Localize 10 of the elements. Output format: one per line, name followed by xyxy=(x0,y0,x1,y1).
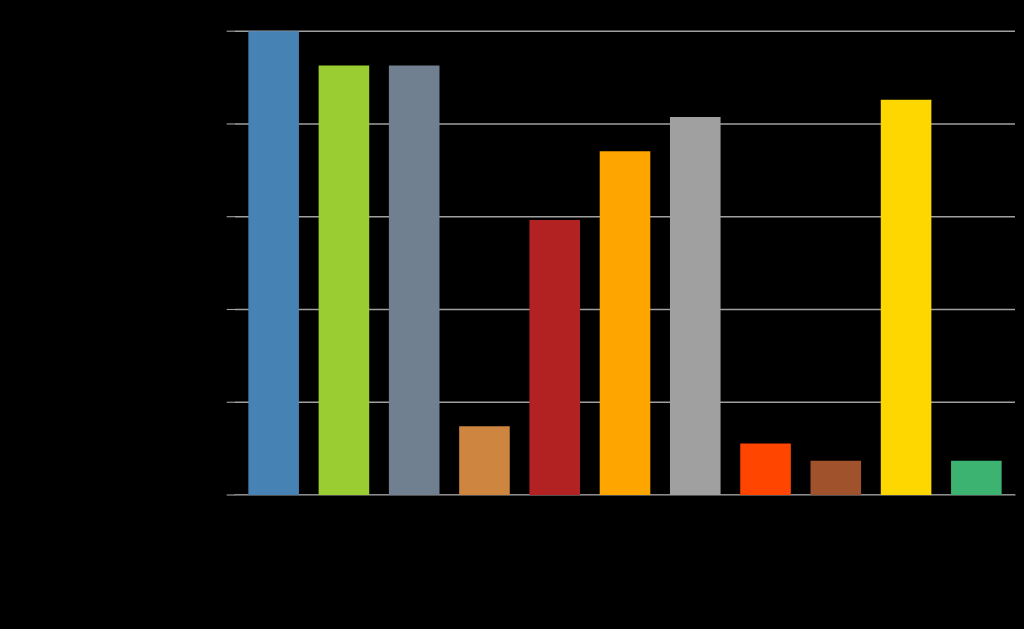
bar xyxy=(459,426,510,495)
bar xyxy=(810,460,862,495)
bar xyxy=(951,460,1002,495)
bar xyxy=(318,65,370,495)
bar xyxy=(880,99,932,495)
bar xyxy=(529,219,581,495)
bar xyxy=(599,151,651,495)
bar xyxy=(388,65,440,495)
bar xyxy=(248,31,299,495)
bar xyxy=(740,443,791,495)
